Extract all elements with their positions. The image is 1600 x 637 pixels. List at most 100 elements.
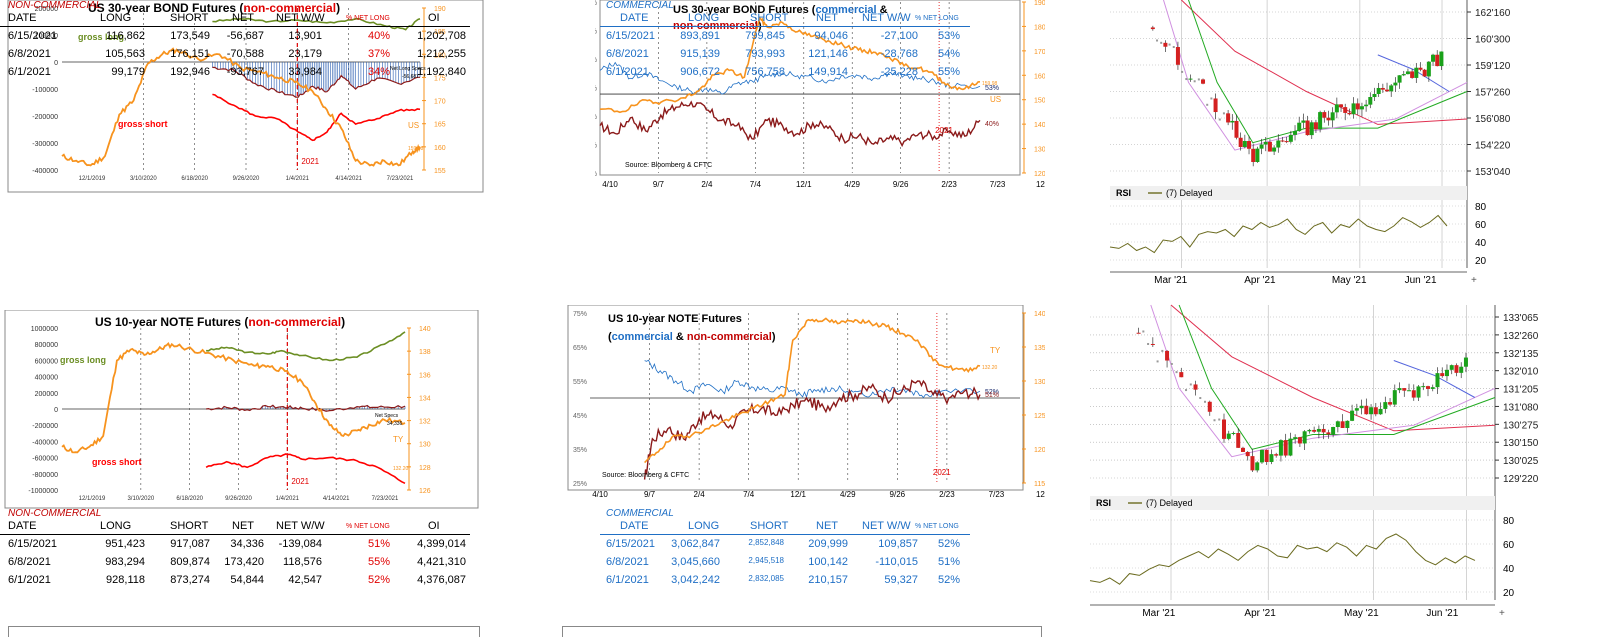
table-cell: 6/1/2021 [606, 66, 649, 78]
y-tick-label: 0 [54, 407, 58, 414]
y-tick-label: 130'150 [1503, 438, 1539, 449]
ma-mid-line [1188, 0, 1468, 144]
candle-body [1250, 456, 1255, 471]
table-cell: 100,142 [808, 556, 848, 568]
y-tick-label: -800000 [32, 472, 58, 479]
column-header: OI [428, 520, 440, 532]
early-price-mark [1142, 330, 1145, 333]
candle-body [1312, 429, 1317, 432]
y-tick-label: 0 [54, 60, 58, 67]
next-panel-frame-right [562, 626, 1042, 637]
column-header: LONG [100, 12, 132, 24]
early-price-mark [1185, 78, 1188, 81]
bond-commercial-table: COMMERCIAL DATE LONG SHORT NET NET W/W % NET … [600, 0, 1000, 80]
y2-tick-label: 140 [1034, 122, 1045, 129]
table-cell: 2,832,085 [748, 574, 784, 583]
gross-long-label: gross long [60, 355, 106, 365]
early-price-mark [1189, 383, 1192, 386]
x-tick-label: 4/29 [844, 180, 860, 189]
ma-fast-line [1150, 304, 1496, 458]
table-cell: 94,046 [814, 30, 848, 42]
noncommercial-value-label: 40% [985, 121, 999, 128]
x-tick-label: 1/4/2021 [276, 496, 300, 502]
note-noncommercial-table: NON-COMMERCIAL DATE LONG SHORT NET NET W/W % … [0, 508, 500, 588]
x-tick-label: 4/10 [592, 490, 608, 499]
column-header: NET [232, 12, 254, 24]
table-cell: 3,062,847 [671, 538, 720, 550]
table-cell: 34% [367, 66, 390, 78]
y-tick-label: -100000 [32, 87, 58, 94]
early-price-mark [1156, 360, 1159, 363]
y-tick-label: -300000 [32, 141, 58, 148]
table-cell: 105,563 [105, 48, 145, 60]
x-tick-label: May '21 [1344, 608, 1379, 619]
y2-tick-label: 175 [434, 75, 446, 82]
column-header: DATE [8, 520, 37, 532]
y2-tick-label: 128 [419, 465, 431, 472]
table-cell: 951,423 [105, 538, 145, 550]
candle-body [1354, 408, 1359, 411]
candle-body [1335, 421, 1340, 428]
x-tick-label: 3/10/2020 [130, 176, 157, 182]
chart-title: US 30-year BOND Futures (commercial & [673, 4, 888, 16]
x-tick-label: 9/26/2020 [225, 496, 252, 502]
y2-tick-label: 120 [1034, 171, 1045, 178]
column-header: DATE [8, 12, 37, 24]
rsi-line [1109, 214, 1448, 254]
x-tick-label: 4/10 [602, 180, 618, 189]
candle-body [1364, 405, 1369, 415]
column-header: NET W/W [276, 12, 325, 24]
table-cell: 52% [937, 538, 960, 550]
y2-tick-label: 140 [1034, 311, 1045, 318]
column-header: LONG [688, 520, 720, 532]
y-tick-label: 45% [573, 413, 587, 420]
table-cell: 118,576 [283, 556, 322, 568]
table-cell: 2,852,848 [748, 538, 784, 547]
x-tick-label: 7/23/2021 [372, 496, 399, 502]
y2-tick-label: 138 [419, 349, 431, 356]
candle-body [1459, 366, 1464, 373]
y2-tick-label: 170 [1034, 49, 1045, 56]
note-commercial-chart: US 10-year NOTE Futures (commercial & non… [567, 305, 1045, 499]
table-cell: 893,891 [680, 30, 720, 42]
table-cell: 1,202,708 [417, 30, 466, 42]
candle-body [1369, 407, 1374, 415]
early-price-mark [1218, 418, 1221, 421]
x-tick-label: 12/1 [790, 490, 806, 499]
x-tick-label: 4/14/2021 [335, 176, 362, 182]
x-tick-label: 9/26 [890, 490, 906, 499]
candle-body [1318, 112, 1323, 130]
candle-body [1449, 365, 1454, 370]
y-tick-label: 30% [595, 143, 597, 150]
candle-body [1255, 148, 1260, 163]
note-commercial-table: COMMERCIAL DATE LONG SHORT NET NET W/W % NET … [600, 508, 1000, 588]
candle-body [1393, 82, 1398, 86]
price-value-label: 132.20 [393, 466, 409, 472]
table-cell: 917,087 [170, 538, 210, 550]
table-cell: 6/8/2021 [8, 48, 51, 60]
gross-long-line [206, 331, 406, 362]
scroll-icon: + [1499, 608, 1505, 619]
candle-body [1422, 69, 1427, 77]
table-cell: 4,421,310 [417, 556, 466, 568]
table-title: NON-COMMERCIAL [8, 508, 102, 519]
table-cell: 52% [367, 574, 390, 586]
table-cell: -93,767 [226, 66, 264, 78]
y2-tick-label: 185 [434, 29, 446, 36]
candle-body [1383, 402, 1388, 409]
x-tick-label: May '21 [1332, 275, 1367, 286]
rsi-tick-label: 80 [1503, 516, 1515, 527]
net-specs-label: Net Long Specs [390, 66, 426, 72]
candle-body [1242, 141, 1247, 147]
x-tick-label: 2/4 [694, 490, 706, 499]
y-tick-label: 159'120 [1475, 61, 1511, 72]
column-header: SHORT [750, 12, 789, 24]
candle-body [1269, 454, 1274, 463]
candle-body [1326, 432, 1331, 435]
y-tick-label: 70% [595, 29, 597, 36]
table-cell: 4,376,087 [417, 574, 466, 586]
y-tick-label: 132'135 [1503, 349, 1539, 360]
candle-body [1255, 462, 1260, 471]
table-cell: -70,588 [226, 48, 264, 60]
noncommercial-line [643, 379, 981, 480]
